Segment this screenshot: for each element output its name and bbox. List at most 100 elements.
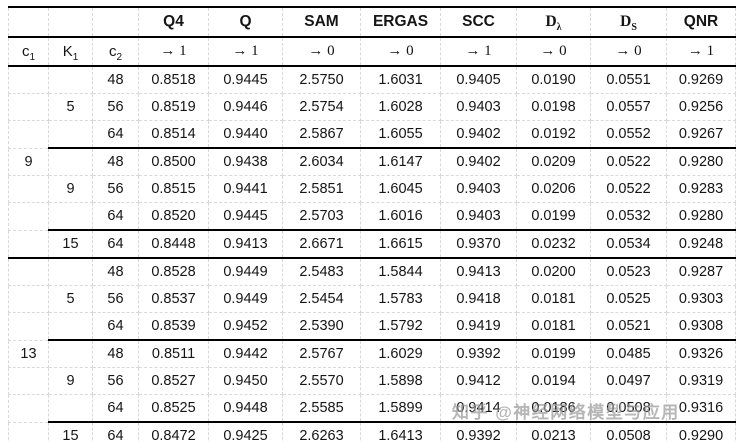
metric-value-cell: 2.5390 xyxy=(282,312,361,341)
metric-value-cell: 0.9403 xyxy=(440,202,517,231)
metric-value-cell: 0.9413 xyxy=(208,229,283,259)
metric-value-cell: 0.9446 xyxy=(208,93,283,121)
cell-c1: 13 xyxy=(8,339,49,368)
metric-value-cell: 0.9283 xyxy=(666,175,736,203)
cell-c2: 64 xyxy=(92,229,139,259)
metric-value-cell: 0.9248 xyxy=(666,229,736,259)
cell-c1 xyxy=(8,257,49,286)
table-row: 64 0.8539 0.9452 2.5390 1.5792 0.9419 0.0181 0.… xyxy=(8,312,736,341)
cell-c1: 9 xyxy=(8,147,49,176)
cell-c2: 48 xyxy=(92,65,139,94)
metric-value-cell: 0.8528 xyxy=(138,257,209,286)
table-row: 9 48 0.8500 0.9438 2.6034 1.6147 0.9402 0.0209 0… xyxy=(8,147,736,176)
blank-header-cell xyxy=(92,6,139,38)
metric-value-cell: 0.9403 xyxy=(440,93,517,121)
metric-value-cell: 0.9267 xyxy=(666,120,736,149)
metric-value-cell: 1.5783 xyxy=(360,285,441,313)
table-row: 15 64 0.8472 0.9425 2.6263 1.6413 0.9392 0.0213… xyxy=(8,421,736,442)
table-row: 9 56 0.8515 0.9441 2.5851 1.6045 0.9403 0.0206 0… xyxy=(8,175,736,203)
cell-c2: 64 xyxy=(92,312,139,341)
metric-value-cell: 0.0532 xyxy=(590,202,667,231)
metric-value-cell: 0.9412 xyxy=(440,367,517,395)
cell-c1 xyxy=(8,120,49,149)
cell-c1 xyxy=(8,65,49,94)
table-body: 48 0.8518 0.9445 2.5750 1.6031 0.9405 0.0190 0.… xyxy=(8,65,736,442)
metric-value-cell: 0.0213 xyxy=(516,421,591,442)
metric-value-cell: 0.9442 xyxy=(208,339,283,368)
metric-value-cell: 0.9280 xyxy=(666,202,736,231)
cell-k1: 15 xyxy=(48,229,93,259)
cell-c2: 64 xyxy=(92,394,139,423)
metric-value-cell: 0.8518 xyxy=(138,65,209,94)
metric-value-cell: 0.0525 xyxy=(590,285,667,313)
metric-value-cell: 0.8520 xyxy=(138,202,209,231)
cell-k1 xyxy=(48,312,93,341)
metric-value-cell: 2.6263 xyxy=(282,421,361,442)
metric-value-cell: 0.8525 xyxy=(138,394,209,423)
metric-value-cell: 0.9438 xyxy=(208,147,283,176)
metric-value-cell: 0.0522 xyxy=(590,147,667,176)
metric-value-cell: 1.6016 xyxy=(360,202,441,231)
metric-value-cell: 0.9448 xyxy=(208,394,283,423)
metric-value-cell: 0.9449 xyxy=(208,285,283,313)
cell-c2: 64 xyxy=(92,120,139,149)
cell-k1 xyxy=(48,65,93,94)
metric-value-cell: 0.8515 xyxy=(138,175,209,203)
metric-value-cell: 0.0198 xyxy=(516,93,591,121)
metric-value-cell: 0.9449 xyxy=(208,257,283,286)
metric-value-cell: 2.5767 xyxy=(282,339,361,368)
metric-value-cell: 0.0534 xyxy=(590,229,667,259)
metric-value-cell: 0.8472 xyxy=(138,421,209,442)
table-row: 48 0.8518 0.9445 2.5750 1.6031 0.9405 0.0190 0.… xyxy=(8,65,736,94)
cell-k1 xyxy=(48,120,93,149)
metric-value-cell: 0.8539 xyxy=(138,312,209,341)
metric-value-cell: 2.6671 xyxy=(282,229,361,259)
metric-value-cell: 1.6413 xyxy=(360,421,441,442)
table-row: 9 56 0.8527 0.9450 2.5570 1.5898 0.9412 0.0194 0… xyxy=(8,367,736,395)
metric-value-cell: 1.6028 xyxy=(360,93,441,121)
metric-value-cell: 0.9316 xyxy=(666,394,736,423)
cell-k1 xyxy=(48,339,93,368)
cell-c2: 56 xyxy=(92,93,139,121)
cell-k1 xyxy=(48,202,93,231)
cell-c2: 48 xyxy=(92,339,139,368)
metric-value-cell: 0.0200 xyxy=(516,257,591,286)
metric-value-cell: 2.5867 xyxy=(282,120,361,149)
table-header: Q4 Q SAM ERGAS SCC Dλ DS QNR c1 K1 c2 → 1 → 1 → 0 → 0 →… xyxy=(8,6,736,67)
metrics-table: Q4 Q SAM ERGAS SCC Dλ DS QNR c1 K1 c2 → 1 → 1 → 0 → 0 →… xyxy=(8,6,736,442)
cell-c1 xyxy=(8,421,49,442)
table-row: 64 0.8525 0.9448 2.5585 1.5899 0.9414 0.0186 0.… xyxy=(8,394,736,423)
metric-value-cell: 0.0181 xyxy=(516,312,591,341)
cell-c2: 64 xyxy=(92,202,139,231)
metric-value-cell: 0.9414 xyxy=(440,394,517,423)
cell-c2: 56 xyxy=(92,367,139,395)
metric-value-cell: 0.8527 xyxy=(138,367,209,395)
cell-k1: 9 xyxy=(48,175,93,203)
metric-value-cell: 0.9418 xyxy=(440,285,517,313)
target-direction-cell: → 1 xyxy=(208,36,283,67)
metric-value-cell: 0.9392 xyxy=(440,421,517,442)
cell-k1: 9 xyxy=(48,367,93,395)
metric-value-cell: 0.0485 xyxy=(590,339,667,368)
metric-value-cell: 0.8514 xyxy=(138,120,209,149)
metric-value-cell: 0.9256 xyxy=(666,93,736,121)
metric-value-cell: 0.9287 xyxy=(666,257,736,286)
metric-value-cell: 0.9269 xyxy=(666,65,736,94)
metric-value-cell: 0.0508 xyxy=(590,394,667,423)
metric-value-cell: 0.0199 xyxy=(516,202,591,231)
metric-value-cell: 0.0232 xyxy=(516,229,591,259)
metric-value-cell: 0.9445 xyxy=(208,202,283,231)
metric-value-cell: 2.5703 xyxy=(282,202,361,231)
metric-value-cell: 2.6034 xyxy=(282,147,361,176)
cell-c1 xyxy=(8,367,49,395)
metric-value-cell: 0.9403 xyxy=(440,175,517,203)
metric-value-cell: 2.5483 xyxy=(282,257,361,286)
metric-value-cell: 0.0199 xyxy=(516,339,591,368)
metric-value-cell: 1.6055 xyxy=(360,120,441,149)
metric-header-ds: DS xyxy=(590,6,667,38)
metric-value-cell: 0.0557 xyxy=(590,93,667,121)
blank-header-cell xyxy=(48,6,93,38)
table-row: 15 64 0.8448 0.9413 2.6671 1.6615 0.9370 0.0232… xyxy=(8,229,736,259)
cell-k1 xyxy=(48,257,93,286)
metric-value-cell: 1.6031 xyxy=(360,65,441,94)
